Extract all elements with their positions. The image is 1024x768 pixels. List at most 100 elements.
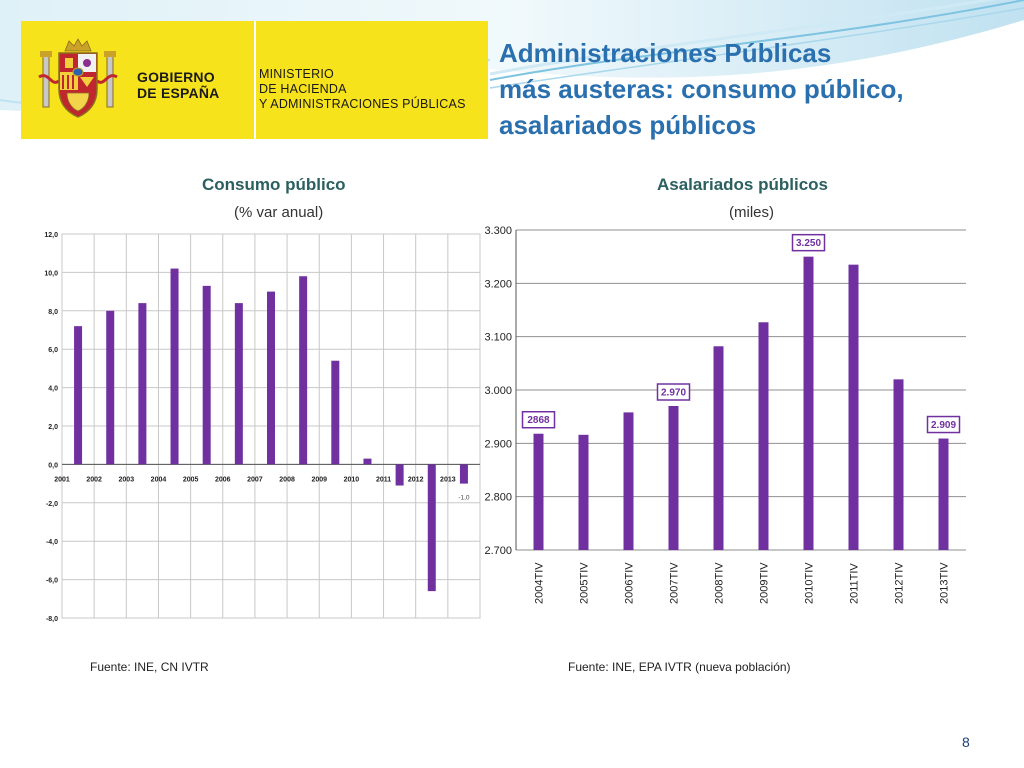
bar <box>106 310 115 465</box>
chart-right-title: Asalariados públicos <box>657 175 828 194</box>
data-label-box <box>791 233 826 252</box>
bar <box>938 438 949 550</box>
y-tick-label: 3.200 <box>484 278 512 290</box>
x-tick-label: 2001 <box>54 476 70 483</box>
slide-title: Administraciones Públicas más austeras: … <box>499 35 1009 143</box>
x-tick-label: 2008TIV <box>714 562 726 604</box>
x-tick-label: 2012TIV <box>894 562 906 604</box>
y-tick-label: 3.300 <box>484 225 512 237</box>
y-tick-label: 3.100 <box>484 332 512 344</box>
y-tick-label: 0,0 <box>48 462 58 469</box>
asalariados-publicos-chart: 3.300 3.200 3.100 3.000 2.900 2.800 2.700 2004T… <box>484 225 966 604</box>
bar <box>848 264 859 550</box>
bar <box>331 360 340 465</box>
chart-left-source: Fuente: INE, CN IVTR <box>90 660 209 674</box>
x-tick-label: 2003 <box>119 476 135 483</box>
data-label: 2.909 <box>926 415 961 434</box>
bar <box>668 406 679 550</box>
x-tick-label: 2004 <box>151 476 167 483</box>
x-tick-label: 2011TIV <box>849 563 861 604</box>
x-tick-label: 2004TIV <box>534 562 546 604</box>
x-tick-label: 2009 <box>311 476 327 483</box>
slide-title-line-3: asalariados públicos <box>499 110 757 140</box>
data-label-box <box>656 383 691 401</box>
y-tick-label: 4,0 <box>48 386 58 393</box>
data-label-text: 3.250 <box>796 238 821 249</box>
y-tick-label: 2.800 <box>484 492 512 504</box>
bar <box>893 379 904 550</box>
government-logo: GOBIERNO DE ESPAÑA MINISTERIO DE HACIEND… <box>21 21 488 139</box>
y-tick-label: 2.900 <box>484 438 512 450</box>
x-tick-label: 2005TIV <box>579 562 591 604</box>
bar <box>234 303 243 465</box>
x-tick-label: 2007 <box>247 476 263 483</box>
bar <box>578 434 589 550</box>
bar <box>299 276 308 465</box>
bar <box>138 303 147 465</box>
y-tick-label: 2,0 <box>48 424 58 431</box>
slide-title-line-1: Administraciones Públicas <box>499 38 832 68</box>
data-label: 3.250 <box>791 233 826 252</box>
bar <box>267 291 275 465</box>
x-tick-label: 2006TIV <box>624 562 636 604</box>
data-label-box <box>521 410 556 429</box>
bar <box>713 346 724 550</box>
bar <box>427 464 436 592</box>
gov-line-2: DE ESPAÑA <box>137 85 220 101</box>
y-tick-label: 2.700 <box>484 545 512 557</box>
y-tick-label: 8,0 <box>48 309 58 316</box>
data-label-text: 2.909 <box>931 420 956 431</box>
bar <box>363 458 372 465</box>
bar <box>758 322 769 550</box>
data-label: 2.970 <box>656 383 691 401</box>
data-label: -1,0 <box>458 495 470 502</box>
slide-title-line-2: más austeras: consumo público, <box>499 74 904 104</box>
bar <box>623 412 634 550</box>
x-tick-label: 2013 <box>440 476 456 483</box>
bar <box>803 256 814 550</box>
coat-of-arms-icon <box>38 38 118 118</box>
x-tick-label: 2009TIV <box>759 562 771 604</box>
x-tick-label: 2006 <box>215 476 231 483</box>
x-tick-label: 2011 <box>376 476 391 483</box>
consumo-publico-chart: 12,0 10,0 8,0 6,0 4,0 2,0 0,0 -2,0 -4,0 -6,0 -8,0 2… <box>44 232 481 623</box>
y-tick-label: 3.000 <box>484 385 512 397</box>
x-tick-label: 2012 <box>408 476 424 483</box>
x-tick-label: 2008 <box>279 476 295 483</box>
bar <box>533 433 544 550</box>
y-tick-label: 12,0 <box>44 232 58 239</box>
x-tick-label: 2013TIV <box>939 562 951 604</box>
ministry-line-1: MINISTERIO <box>259 67 334 81</box>
y-tick-label: -8,0 <box>46 616 58 623</box>
x-tick-label: 2010 <box>344 476 360 483</box>
x-tick-label: 2002 <box>86 476 102 483</box>
government-name: GOBIERNO DE ESPAÑA <box>137 69 219 101</box>
y-tick-label: -4,0 <box>46 539 58 546</box>
ministry-name: MINISTERIO DE HACIENDA Y ADMINISTRACIONE… <box>259 67 466 112</box>
y-tick-label: 6,0 <box>48 347 58 354</box>
y-tick-label: -6,0 <box>46 578 58 585</box>
data-label-text: 2868 <box>527 415 550 426</box>
data-label-box <box>926 415 961 434</box>
data-label-text: 2.970 <box>661 388 686 399</box>
x-tick-label: 2005 <box>183 476 199 483</box>
ministry-line-2: DE HACIENDA <box>259 82 347 96</box>
bar <box>202 285 211 465</box>
page-number: 8 <box>962 734 970 750</box>
chart-right-source: Fuente: INE, EPA IVTR (nueva población) <box>568 660 791 674</box>
y-tick-label: 10,0 <box>44 270 58 277</box>
y-tick-label: -2,0 <box>46 501 58 508</box>
data-label: 2868 <box>521 410 556 429</box>
logo-divider <box>254 21 256 139</box>
chart-right-subtitle: (miles) <box>729 204 774 221</box>
x-tick-label: 2010TIV <box>804 562 816 604</box>
chart-left-subtitle: (% var anual) <box>234 204 324 221</box>
x-tick-label: 2007TIV <box>669 562 681 604</box>
chart-left-title: Consumo público <box>202 175 346 194</box>
bar <box>459 464 468 484</box>
bar <box>74 326 83 465</box>
gov-line-1: GOBIERNO <box>137 69 215 85</box>
ministry-line-3: Y ADMINISTRACIONES PÚBLICAS <box>259 97 466 111</box>
bar <box>170 268 179 465</box>
bar <box>395 464 404 486</box>
